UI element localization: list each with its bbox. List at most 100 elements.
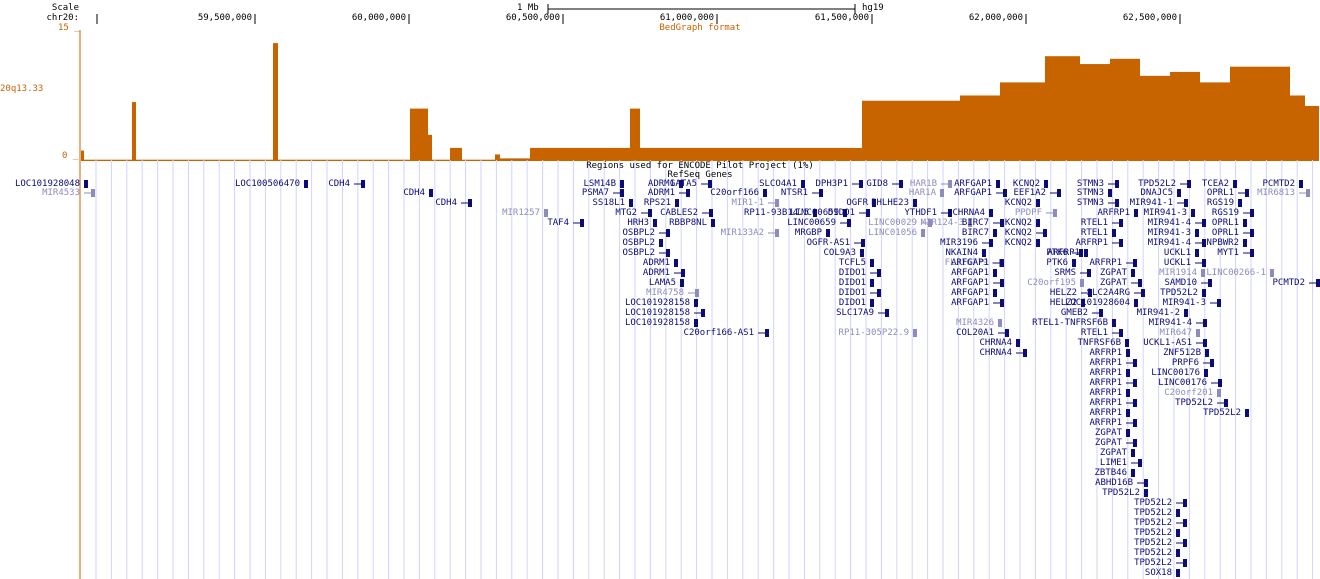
gene-label[interactable]: NPBWR2 bbox=[1206, 238, 1239, 248]
gene-label[interactable]: SOX18 bbox=[1144, 568, 1172, 578]
gene-label[interactable]: YTHDF1 bbox=[904, 208, 937, 218]
gene-label[interactable]: STMN3 bbox=[1076, 179, 1104, 189]
gene-label[interactable]: HAR1B bbox=[909, 179, 937, 189]
gene-label[interactable]: ARFRP1 bbox=[1047, 248, 1080, 258]
gene-label[interactable]: C20orf166-AS1 bbox=[683, 328, 754, 338]
gene-label[interactable]: TPD52L2 bbox=[1134, 548, 1172, 558]
gene-label[interactable]: LSM14B bbox=[583, 179, 616, 189]
gene-label[interactable]: RTEL1-TNFRSF6B bbox=[1032, 318, 1108, 328]
gene-label[interactable]: ARFRP1 bbox=[1089, 368, 1122, 378]
gene-label[interactable]: MIR1914 bbox=[1159, 268, 1197, 278]
gene-label[interactable]: RGS19 bbox=[1206, 198, 1234, 208]
gene-label[interactable]: DNAJC5 bbox=[1140, 188, 1173, 198]
gene-label[interactable]: ZBTB46 bbox=[1094, 468, 1127, 478]
gene-label[interactable]: LAMA5 bbox=[648, 278, 676, 288]
gene-label[interactable]: SRMS bbox=[1054, 268, 1076, 278]
gene-label[interactable]: ADRM1 bbox=[647, 188, 675, 198]
gene-label[interactable]: LIME1 bbox=[1099, 458, 1127, 468]
gene-label[interactable]: ARFGAP1 bbox=[951, 268, 989, 278]
gene-label[interactable]: SLC17A9 bbox=[836, 308, 874, 318]
gene-label[interactable]: OPRL1 bbox=[1206, 188, 1234, 198]
gene-label[interactable]: ARFGAP1 bbox=[951, 258, 989, 268]
gene-label[interactable]: ADRM1 bbox=[642, 268, 670, 278]
gene-label[interactable]: RGS19 bbox=[1211, 208, 1239, 218]
gene-label[interactable]: ZGPAT bbox=[1099, 448, 1127, 458]
gene-label[interactable]: OPRL1 bbox=[1211, 228, 1239, 238]
gene-label[interactable]: OSBPL2 bbox=[622, 228, 655, 238]
gene-label[interactable]: MIR1257 bbox=[502, 208, 540, 218]
gene-label[interactable]: SAMD10 bbox=[1164, 278, 1197, 288]
gene-label[interactable]: TPD52L2 bbox=[1134, 558, 1172, 568]
gene-label[interactable]: LOC100506470 bbox=[234, 179, 300, 189]
gene-label[interactable]: ARFGAP1 bbox=[951, 298, 989, 308]
gene-label[interactable]: DIDO1 bbox=[838, 298, 866, 308]
gene-label[interactable]: MIR4758 bbox=[646, 288, 684, 298]
gene-label[interactable]: MIR4326 bbox=[956, 318, 994, 328]
gene-label[interactable]: KCNQ2 bbox=[1004, 238, 1032, 248]
gene-label[interactable]: C20orf201 bbox=[1164, 388, 1213, 398]
gene-label[interactable]: LINC00659 bbox=[790, 208, 839, 218]
gene-label[interactable]: ADRM1 bbox=[647, 179, 675, 189]
gene-label[interactable]: DIDO1 bbox=[827, 208, 855, 218]
gene-label[interactable]: DIDO1 bbox=[838, 288, 866, 298]
gene-label[interactable]: PTK6 bbox=[1046, 258, 1068, 268]
gene-label[interactable]: ARFGAP1 bbox=[951, 278, 989, 288]
gene-label[interactable]: RTEL1 bbox=[1080, 218, 1108, 228]
gene-label[interactable]: ABHD16B bbox=[1095, 478, 1133, 488]
gene-label[interactable]: ARFRP1 bbox=[1089, 348, 1122, 358]
gene-label[interactable]: LOC101928158 bbox=[624, 298, 690, 308]
gene-label[interactable]: MRGBP bbox=[794, 228, 822, 238]
gene-label[interactable]: PSMA7 bbox=[581, 188, 609, 198]
gene-label[interactable]: LINC00659 bbox=[787, 218, 836, 228]
gene-label[interactable]: OPRL1 bbox=[1211, 218, 1239, 228]
gene-label[interactable]: TAF4 bbox=[547, 218, 569, 228]
gene-label[interactable]: HELZ2 bbox=[1049, 288, 1077, 298]
gene-label[interactable]: KCNQ2 bbox=[1004, 228, 1032, 238]
gene-label[interactable]: LINC00176 bbox=[1158, 378, 1207, 388]
gene-label[interactable]: OSBPL2 bbox=[622, 238, 655, 248]
gene-label[interactable]: ARFGAP1 bbox=[954, 179, 992, 189]
gene-label[interactable]: ARFRP1 bbox=[1089, 418, 1122, 428]
gene-label[interactable]: MIR941-4 bbox=[1147, 238, 1191, 248]
gene-label[interactable]: PRPF6 bbox=[1171, 358, 1199, 368]
gene-label[interactable]: TPD52L2 bbox=[1134, 528, 1172, 538]
gene-label[interactable]: LINC00176 bbox=[1151, 368, 1200, 378]
gene-label[interactable]: ARFRP1 bbox=[1089, 378, 1122, 388]
gene-label[interactable]: HAR1A bbox=[908, 188, 936, 198]
gene-label[interactable]: TPD52L2 bbox=[1134, 538, 1172, 548]
gene-label[interactable]: STMN3 bbox=[1076, 198, 1104, 208]
gene-label[interactable]: STMN3 bbox=[1076, 188, 1104, 198]
gene-label[interactable]: ARFRP1 bbox=[1089, 408, 1122, 418]
gene-label[interactable]: RP11-93B14.5 bbox=[743, 208, 809, 218]
gene-label[interactable]: PCMTD2 bbox=[1262, 179, 1295, 189]
gene-label[interactable]: TPD52L2 bbox=[1175, 398, 1213, 408]
gene-label[interactable]: OGFR bbox=[846, 198, 868, 208]
gene-label[interactable]: ARFRP1 bbox=[1089, 358, 1122, 368]
gene-label[interactable]: DIDO1 bbox=[838, 268, 866, 278]
gene-label[interactable]: TPD52L2 bbox=[1203, 408, 1241, 418]
gene-label[interactable]: TPD52L2 bbox=[1134, 498, 1172, 508]
gene-label[interactable]: CDH4 bbox=[403, 188, 425, 198]
gene-label[interactable]: ZGPAT bbox=[1094, 438, 1122, 448]
gene-label[interactable]: TCFL5 bbox=[838, 258, 866, 268]
gene-label[interactable]: TPD52L2 bbox=[1134, 518, 1172, 528]
gene-label[interactable]: CDH4 bbox=[328, 179, 350, 189]
gene-label[interactable]: SLCO4A1 bbox=[759, 179, 797, 189]
gene-label[interactable]: GID8 bbox=[866, 179, 888, 189]
gene-label[interactable]: CHRNA4 bbox=[979, 338, 1012, 348]
gene-label[interactable]: HELZ2 bbox=[1049, 298, 1077, 308]
gene-label[interactable]: MIR941-2 bbox=[1136, 308, 1180, 318]
bedgraph-track-name[interactable]: 20q13.33 bbox=[0, 84, 44, 94]
gene-label[interactable]: MIR3196 bbox=[940, 238, 978, 248]
gene-label[interactable]: DIDO1 bbox=[838, 278, 866, 288]
gene-label[interactable]: PPDPF bbox=[1014, 208, 1042, 218]
gene-label[interactable]: MIR1-1 bbox=[731, 198, 764, 208]
annotation-tracks[interactable]: Regions used for ENCODE Pilot Project (1… bbox=[0, 160, 1320, 579]
gene-label[interactable]: ARFRP1 bbox=[1097, 208, 1130, 218]
gene-label[interactable]: ARFRP1 bbox=[1089, 258, 1122, 268]
gene-label[interactable]: UCKL1-AS1 bbox=[1143, 338, 1192, 348]
gene-label[interactable]: TPD52L2 bbox=[1138, 179, 1176, 189]
gene-label[interactable]: BIRC7 bbox=[961, 228, 989, 238]
gene-label[interactable]: BHLHE23 bbox=[871, 198, 909, 208]
bedgraph-track[interactable]: 15 _ 20q13.33 0 _ BedGraph format bbox=[0, 20, 1320, 165]
